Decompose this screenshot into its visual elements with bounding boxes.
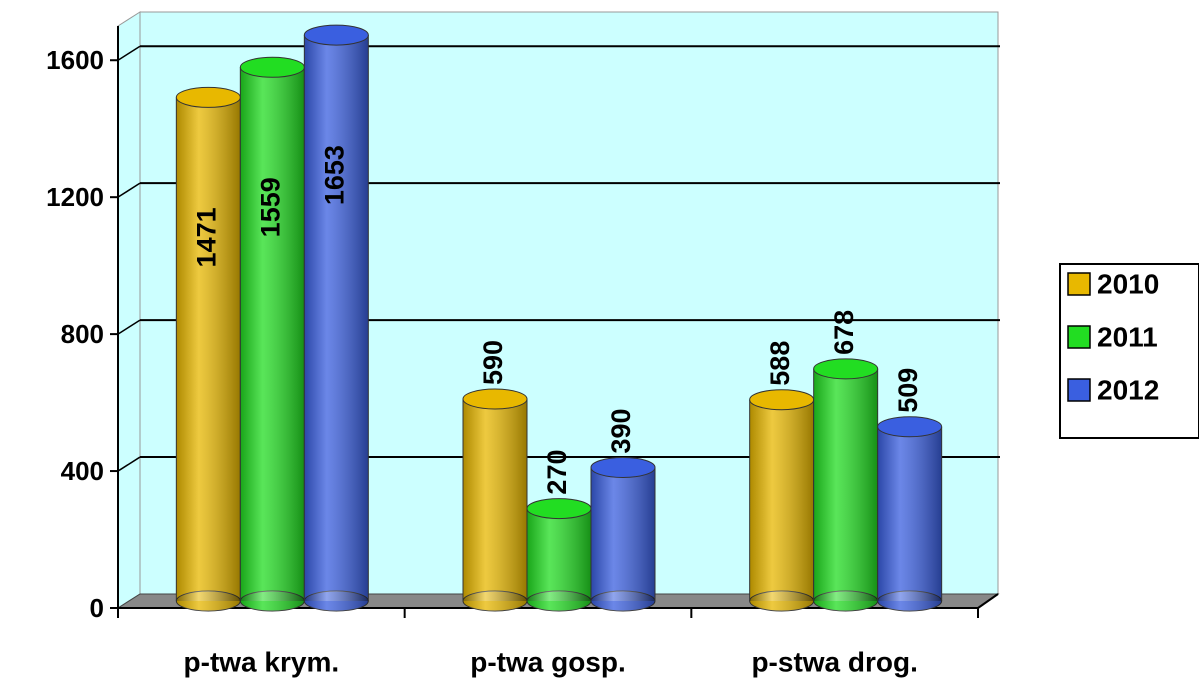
value-label: 390 bbox=[606, 408, 636, 453]
value-label: 270 bbox=[542, 450, 572, 495]
shade bbox=[749, 399, 814, 601]
legend-label: 2010 bbox=[1097, 268, 1159, 299]
value-label: 678 bbox=[829, 310, 859, 355]
legend-label: 2012 bbox=[1097, 374, 1159, 405]
bar-top bbox=[303, 24, 369, 46]
shade-bottom bbox=[463, 591, 527, 611]
y-tick-label: 800 bbox=[61, 319, 104, 349]
cylinder bbox=[526, 498, 592, 612]
value-label: 588 bbox=[765, 341, 795, 386]
shade-bottom bbox=[591, 591, 655, 611]
grid-line-side bbox=[117, 456, 141, 472]
x-tick-label: p-twa gosp. bbox=[470, 646, 626, 677]
shade-bottom bbox=[749, 591, 814, 611]
y-tick-label: 400 bbox=[61, 456, 104, 486]
shade bbox=[527, 508, 591, 601]
side-wall bbox=[117, 11, 141, 609]
shade-bottom bbox=[877, 591, 942, 611]
cylinder bbox=[175, 86, 241, 612]
legend-swatch bbox=[1067, 325, 1091, 349]
y-tick-label: 0 bbox=[90, 593, 104, 623]
value-label: 590 bbox=[478, 340, 508, 385]
y-tick-label: 1200 bbox=[46, 182, 104, 212]
value-label: 1559 bbox=[255, 177, 285, 237]
shade-bottom bbox=[304, 591, 369, 611]
shade bbox=[304, 35, 369, 602]
grid-line-side bbox=[117, 45, 141, 61]
x-tick-label: p-twa krym. bbox=[184, 646, 340, 677]
bar-top bbox=[175, 86, 241, 108]
bar-top bbox=[877, 416, 943, 438]
cylinder bbox=[813, 358, 879, 612]
shade bbox=[877, 426, 942, 601]
shade-bottom bbox=[813, 591, 878, 611]
legend-swatch bbox=[1067, 272, 1091, 296]
shade bbox=[463, 399, 527, 601]
shade-bottom bbox=[176, 591, 241, 611]
cylinder bbox=[590, 456, 656, 612]
grid-line-side bbox=[117, 182, 141, 198]
bar-top bbox=[526, 498, 592, 520]
bar-top bbox=[590, 456, 656, 478]
shade-bottom bbox=[527, 591, 591, 611]
bar-top bbox=[749, 389, 815, 411]
bar-top bbox=[813, 358, 879, 380]
legend-swatch bbox=[1067, 378, 1091, 402]
y-tick-label: 1600 bbox=[46, 45, 104, 75]
legend-label: 2011 bbox=[1097, 321, 1158, 352]
bar-top bbox=[239, 56, 305, 78]
shade bbox=[813, 368, 878, 601]
x-axis-end bbox=[977, 593, 999, 609]
shade bbox=[176, 97, 241, 601]
cylinder bbox=[239, 56, 305, 612]
grid-line-side bbox=[117, 319, 141, 335]
shade-bottom bbox=[240, 591, 305, 611]
bar-top bbox=[462, 388, 528, 410]
value-label: 1471 bbox=[191, 207, 221, 267]
cylinder bbox=[303, 24, 369, 612]
value-label: 509 bbox=[893, 368, 923, 413]
cylinder bbox=[462, 388, 528, 612]
x-tick-label: p-stwa drog. bbox=[751, 646, 917, 677]
cylinder bbox=[749, 389, 815, 612]
shade bbox=[591, 467, 655, 601]
shade bbox=[240, 67, 305, 601]
value-label: 1653 bbox=[319, 145, 349, 205]
cylinder bbox=[877, 416, 943, 612]
